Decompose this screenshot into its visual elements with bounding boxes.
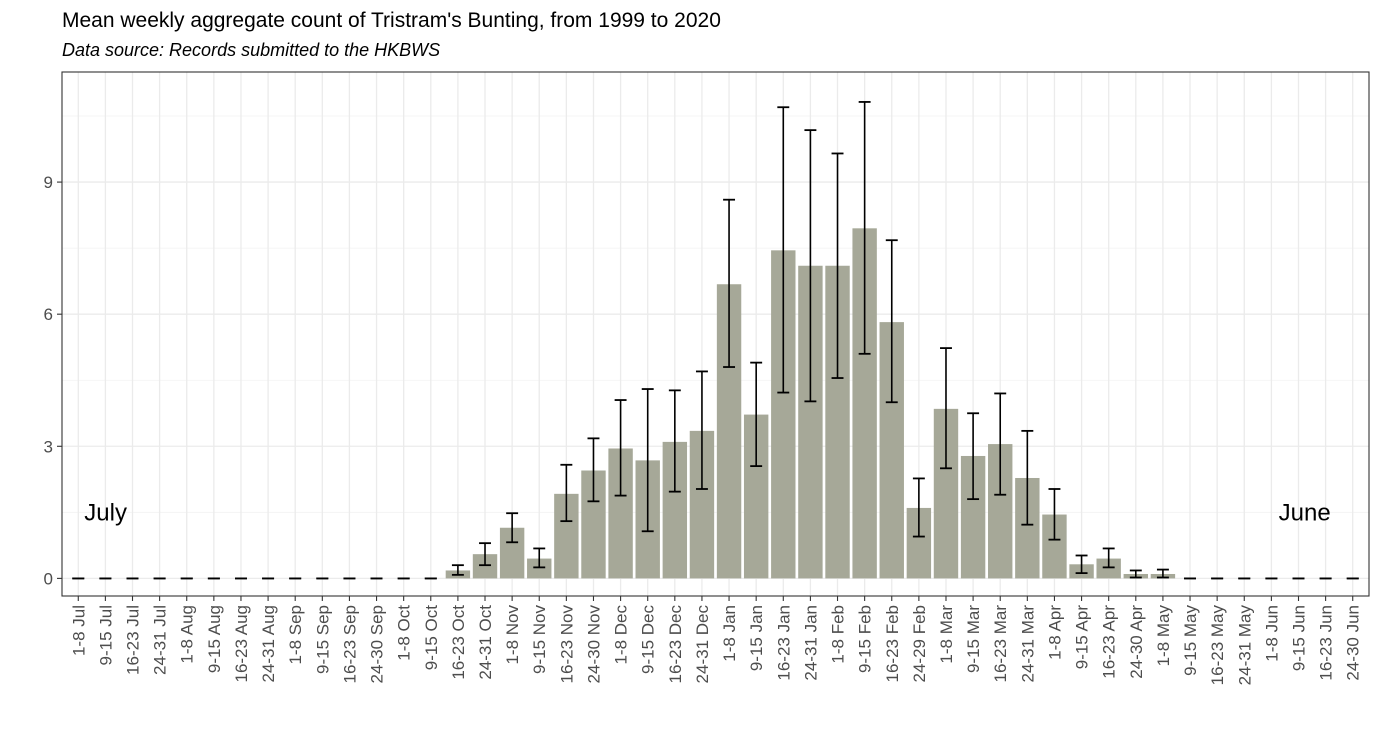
x-tick-label: 16-23 May (1208, 605, 1227, 686)
x-tick-label: 16-23 Jul (124, 605, 143, 675)
error-bar (451, 564, 464, 576)
chart-subtitle: Data source: Records submitted to the HK… (62, 40, 440, 60)
x-tick-label: 24-31 May (1235, 605, 1254, 686)
error-bar (1156, 568, 1169, 579)
x-tick-label: 1-8 Oct (395, 605, 414, 661)
y-tick-label: 6 (44, 305, 53, 324)
error-bar (777, 106, 790, 394)
annotation-label: June (1279, 499, 1331, 526)
error-bar (940, 347, 952, 470)
x-tick-label: 1-8 Sep (286, 605, 305, 665)
y-tick-label: 3 (44, 437, 53, 456)
y-tick-label: 9 (44, 173, 53, 192)
x-tick-label: 1-8 Apr (1045, 605, 1064, 660)
error-bar (587, 437, 600, 503)
x-tick-label: 24-31 Aug (259, 605, 278, 683)
x-tick-label: 16-23 Oct (449, 605, 468, 680)
x-tick-label: 16-23 Mar (991, 605, 1010, 683)
error-bar (750, 361, 763, 468)
x-tick-label: 9-15 Apr (1073, 605, 1092, 670)
error-bar (723, 198, 736, 368)
x-tick-label: 1-8 Dec (612, 605, 631, 665)
error-bar (641, 388, 654, 533)
x-tick-label: 16-23 Dec (666, 605, 685, 684)
bar (527, 558, 552, 579)
error-bar (804, 129, 817, 403)
x-tick-label: 9-15 Jun (1289, 605, 1308, 671)
x-tick-label: 9-15 Oct (422, 605, 441, 670)
error-bars (72, 101, 1359, 580)
chart-title: Mean weekly aggregate count of Tristram'… (62, 9, 721, 32)
x-tick-label: 24-30 Sep (368, 605, 387, 683)
annotations: July June (84, 499, 1330, 526)
error-bar (614, 399, 627, 497)
error-bar (858, 101, 871, 355)
x-tick-label: 9-15 Nov (530, 605, 549, 674)
error-bar (1075, 554, 1088, 575)
error-bar (885, 239, 898, 404)
x-tick-label: 24-29 Feb (910, 605, 929, 683)
annotation-label: July (84, 499, 127, 526)
x-tick-label: 24-30 Apr (1127, 605, 1146, 679)
error-bar (994, 392, 1007, 496)
x-tick-label: 24-31 Oct (476, 605, 495, 680)
plot-panel (62, 72, 1369, 596)
x-tick-label: 9-15 Feb (856, 605, 875, 673)
x-tick-label: 1-8 May (1154, 605, 1173, 667)
gridlines (62, 72, 1369, 596)
x-tick-label: 1-8 Jan (720, 605, 739, 662)
x-tick-label: 16-23 Apr (1100, 605, 1119, 679)
x-tick-label: 16-23 Jun (1317, 605, 1336, 681)
x-tick-label: 24-31 Jul (151, 605, 170, 675)
error-bar (831, 152, 844, 379)
x-tick-label: 24-30 Jun (1344, 605, 1363, 681)
x-tick-label: 9-15 Jan (747, 605, 766, 671)
x-tick-label: 9-15 Dec (639, 605, 658, 674)
x-tick-label: 1-8 Mar (937, 605, 956, 664)
error-bar (1048, 488, 1061, 541)
x-axis: 1-8 Jul 9-15 Jul 16-23 Jul 24-31 Jul 1-8 Aug… (69, 596, 1363, 686)
x-tick-label: 16-23 Nov (557, 605, 576, 684)
x-tick-label: 1-8 Nov (503, 605, 522, 665)
x-tick-label: 16-23 Sep (340, 605, 359, 683)
error-bar (668, 389, 681, 493)
error-bar (912, 477, 925, 538)
x-tick-label: 9-15 Jul (96, 605, 115, 665)
x-tick-label: 24-31 Jan (801, 605, 820, 681)
x-tick-label: 16-23 Jan (774, 605, 793, 681)
error-bar (533, 547, 546, 569)
x-tick-label: 1-8 Jun (1262, 605, 1281, 662)
x-tick-label: 1-8 Feb (829, 605, 848, 664)
error-bar (695, 370, 708, 490)
y-tick-label: 0 (44, 569, 53, 588)
error-bar (479, 542, 491, 567)
plot-panel-border (61, 71, 1370, 597)
x-tick-label: 9-15 Mar (964, 605, 983, 673)
error-bar (967, 412, 980, 501)
error-bar (1102, 547, 1115, 569)
x-tick-label: 9-15 Aug (205, 605, 224, 673)
error-bar (1021, 429, 1034, 526)
x-tick-label: 24-31 Mar (1018, 605, 1037, 683)
x-tick-label: 1-8 Jul (69, 605, 88, 656)
error-bar (560, 463, 573, 523)
x-tick-label: 24-31 Dec (693, 605, 712, 684)
x-tick-label: 16-23 Aug (232, 605, 251, 683)
error-bar (506, 512, 519, 544)
x-tick-label: 16-23 Feb (883, 605, 902, 683)
x-tick-label: 9-15 May (1181, 605, 1200, 676)
bar (1096, 558, 1121, 579)
x-tick-label: 24-30 Nov (584, 605, 603, 684)
y-axis: 0 3 6 9 (44, 173, 62, 588)
x-tick-label: 1-8 Aug (178, 605, 197, 664)
error-bar (1129, 569, 1142, 579)
x-tick-label: 9-15 Sep (313, 605, 332, 674)
